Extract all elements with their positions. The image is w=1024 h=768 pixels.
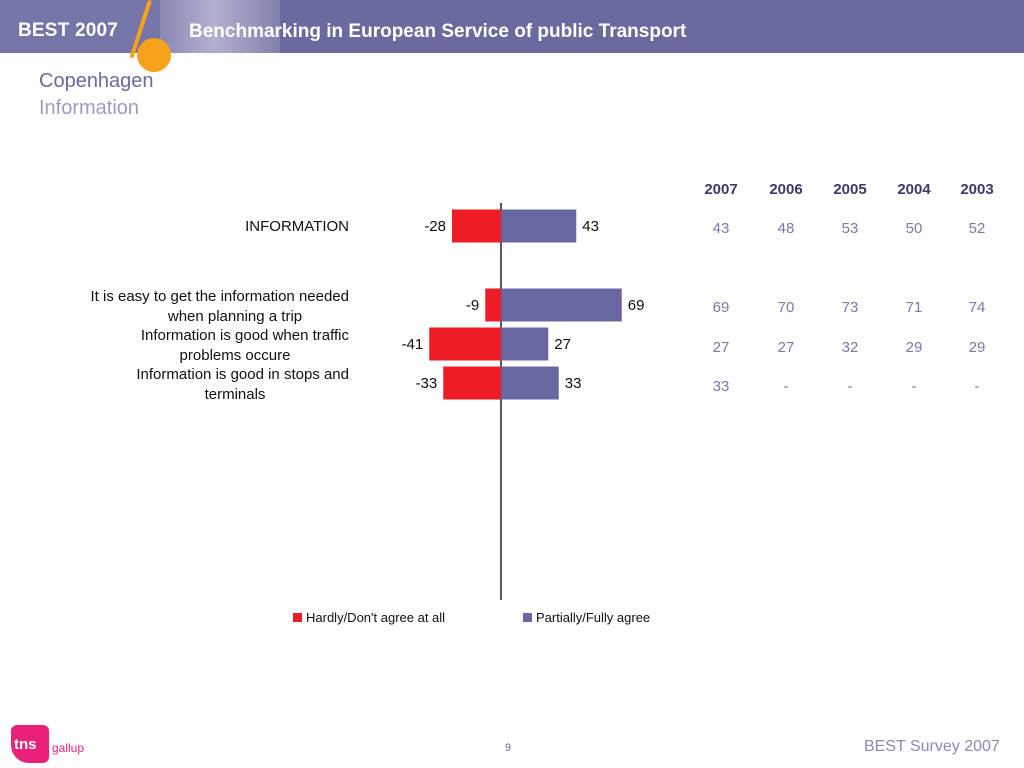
table-cell: 27	[778, 339, 795, 356]
table-header: 2005	[833, 181, 866, 198]
legend-label-negative: Hardly/Don't agree at all	[306, 610, 445, 625]
page-number: 9	[505, 742, 512, 754]
table-cell: 32	[842, 339, 859, 356]
category-label: It is easy to get the information needed…	[91, 288, 350, 325]
logo-gallup-text: gallup	[52, 741, 85, 755]
table-cell: 73	[842, 299, 859, 316]
table-header: 2006	[769, 181, 802, 198]
bar-negative	[429, 327, 501, 361]
data-label-positive: 33	[565, 375, 582, 392]
table-cell: 27	[713, 339, 730, 356]
table-cell: 74	[969, 299, 986, 316]
table-cell: 53	[842, 220, 859, 237]
data-label-negative: -33	[416, 375, 438, 392]
category-label: INFORMATION	[245, 218, 349, 235]
bar-positive	[501, 288, 622, 322]
table-header: 2007	[704, 181, 737, 198]
logo-text: tns	[14, 736, 37, 753]
table-cell: 69	[713, 299, 730, 316]
bar-negative	[443, 366, 501, 400]
header-subtitle: Benchmarking in European Service of publ…	[189, 21, 687, 42]
bar-positive	[501, 366, 559, 400]
header-left-title: BEST 2007	[18, 20, 119, 41]
data-label-positive: 27	[554, 336, 571, 353]
table-cell: -	[975, 378, 980, 395]
table-header: 2003	[960, 181, 993, 198]
table-cell: 50	[906, 220, 923, 237]
legend-label-positive: Partially/Fully agree	[536, 610, 650, 625]
bar-negative	[485, 288, 501, 322]
table-cell: 43	[713, 220, 730, 237]
bar-negative	[452, 209, 501, 243]
tns-logo	[11, 725, 49, 763]
table-header: 2004	[897, 181, 931, 198]
footer-brand: BEST Survey 2007	[864, 738, 1000, 755]
legend-swatch-positive	[523, 613, 532, 622]
table-cell: 71	[906, 299, 923, 316]
table-cell: 33	[713, 378, 730, 395]
page-subtitle: Information	[39, 97, 140, 119]
data-label-negative: -41	[402, 336, 424, 353]
table-cell: 29	[969, 339, 986, 356]
bar-positive	[501, 327, 549, 361]
orange-dot-icon	[137, 38, 171, 72]
data-label-positive: 69	[628, 297, 645, 314]
table-cell: 29	[906, 339, 923, 356]
category-label: Information is good in stops and terminal…	[136, 366, 349, 403]
table-cell: -	[848, 378, 853, 395]
table-cell: 52	[969, 220, 986, 237]
header-photo	[160, 0, 280, 53]
legend-swatch-negative	[293, 613, 302, 622]
table-cell: 70	[778, 299, 795, 316]
category-label: Information is good when traffic problems…	[141, 327, 350, 364]
page-title: Copenhagen	[39, 70, 154, 92]
data-label-negative: -9	[466, 297, 479, 314]
table-cell: 48	[778, 220, 795, 237]
bar-positive	[501, 209, 577, 243]
data-label-negative: -28	[424, 218, 446, 235]
data-label-positive: 43	[582, 218, 599, 235]
table-cell: -	[912, 378, 917, 395]
table-cell: -	[784, 378, 789, 395]
